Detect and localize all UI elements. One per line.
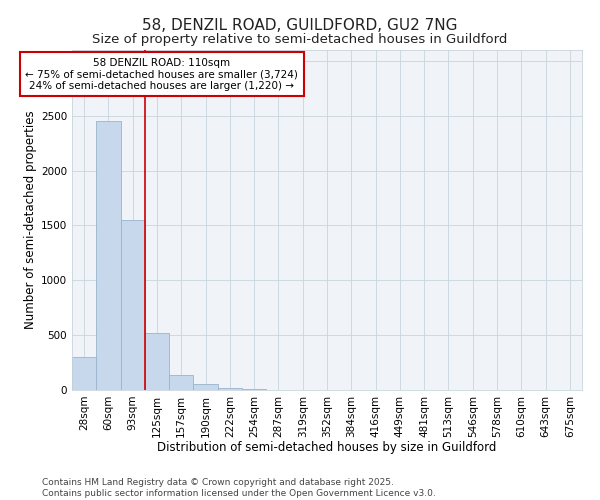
Y-axis label: Number of semi-detached properties: Number of semi-detached properties [24, 110, 37, 330]
Text: 58 DENZIL ROAD: 110sqm
← 75% of semi-detached houses are smaller (3,724)
24% of : 58 DENZIL ROAD: 110sqm ← 75% of semi-det… [25, 58, 298, 91]
Bar [96, 122, 121, 390]
Bar [121, 220, 145, 390]
Bar [72, 357, 96, 390]
Text: 58, DENZIL ROAD, GUILDFORD, GU2 7NG: 58, DENZIL ROAD, GUILDFORD, GU2 7NG [142, 18, 458, 32]
Bar [193, 384, 218, 390]
Bar [169, 374, 193, 390]
X-axis label: Distribution of semi-detached houses by size in Guildford: Distribution of semi-detached houses by … [157, 441, 497, 454]
Text: Size of property relative to semi-detached houses in Guildford: Size of property relative to semi-detach… [92, 32, 508, 46]
Text: Contains HM Land Registry data © Crown copyright and database right 2025.
Contai: Contains HM Land Registry data © Crown c… [42, 478, 436, 498]
Bar [145, 333, 169, 390]
Bar [218, 388, 242, 390]
